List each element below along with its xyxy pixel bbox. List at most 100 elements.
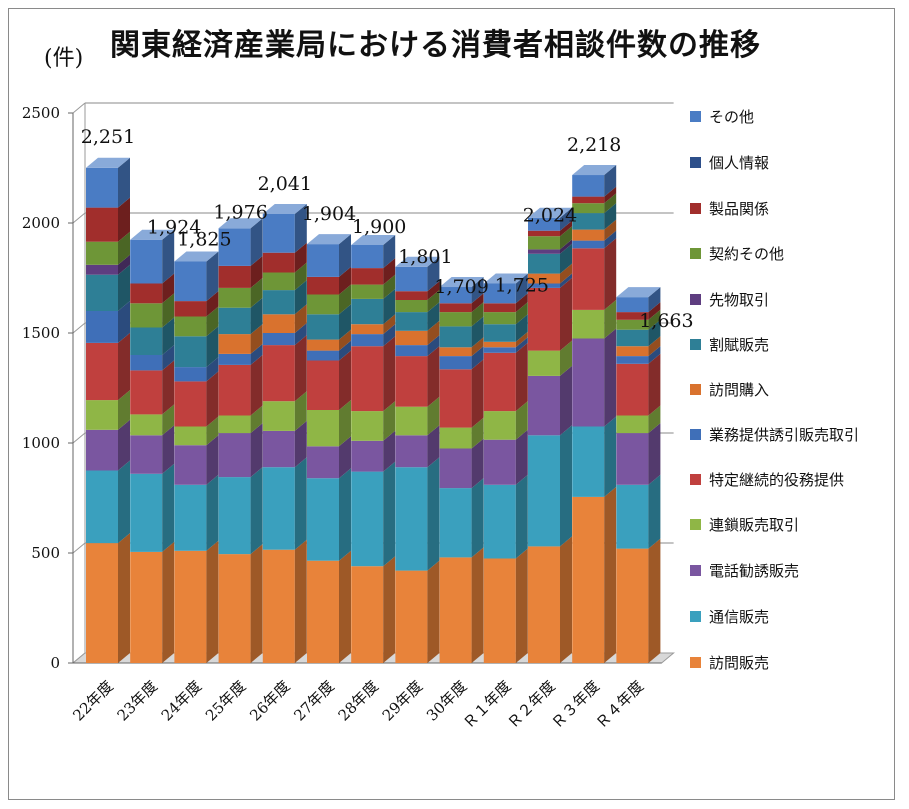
bar-segment-side	[471, 417, 484, 449]
bar-segment-side	[294, 335, 307, 402]
bar-segment	[483, 312, 516, 325]
bar-segment	[528, 230, 560, 237]
bar-segment	[174, 261, 207, 302]
legend-label: その他	[709, 108, 755, 126]
bar-top	[572, 165, 617, 176]
category-label: 24年度	[158, 677, 205, 724]
bar-segment-side	[206, 326, 219, 368]
bar-segment	[528, 287, 560, 351]
bar-segment-side	[250, 218, 263, 266]
bar-top	[483, 273, 528, 284]
bar-segment-side	[648, 538, 661, 663]
y-tick-label: 500	[31, 544, 60, 562]
legend-label: 訪問販売	[709, 654, 770, 672]
bar-segment	[395, 406, 428, 436]
bar-segment	[616, 329, 649, 347]
bar-segment-side	[294, 391, 307, 431]
bar-segment-side	[339, 468, 351, 561]
gridline-depth	[72, 542, 86, 554]
bar-segment	[395, 330, 428, 346]
bar-top	[86, 157, 130, 168]
bar-segment-side	[206, 371, 219, 427]
bar-segment	[572, 196, 605, 204]
bar-segment-side	[648, 346, 661, 364]
total-label: 1,976	[213, 201, 267, 223]
bar-segment-side	[294, 457, 307, 550]
bar-segment	[351, 298, 384, 325]
bar-stack	[130, 229, 175, 663]
bar-top	[307, 234, 351, 245]
bar-segment-side	[560, 220, 572, 237]
bar-segment-side	[339, 436, 351, 479]
legend-label: 割賦販売	[709, 336, 770, 354]
bar-segment-side	[339, 340, 351, 361]
bar-segment-side	[560, 340, 572, 376]
bar-segment	[483, 341, 516, 348]
bar-segment-side	[515, 302, 528, 325]
bar-segment-side	[250, 255, 263, 288]
bar-stack	[307, 234, 351, 663]
bar-segment-side	[604, 165, 617, 197]
y-tick-label: 0	[50, 654, 60, 672]
bar-segment	[262, 314, 295, 333]
bar-segment-side	[383, 274, 396, 299]
bar-segment-side	[471, 547, 484, 663]
bar-segment-side	[294, 323, 307, 346]
bar-segment	[483, 347, 516, 353]
bar-segment	[262, 401, 295, 431]
bar-segment	[395, 291, 428, 300]
y-tick-label: 1500	[22, 324, 60, 342]
bar-segment	[174, 301, 207, 317]
bar-top	[218, 218, 263, 229]
bar-segment-side	[604, 203, 617, 230]
bar-segment	[439, 326, 472, 348]
bar-top	[616, 287, 661, 298]
bar-segment	[616, 484, 649, 549]
bar-segment	[395, 300, 428, 313]
bar-segment	[395, 435, 428, 468]
bar-segment-side	[604, 486, 617, 663]
bar-segment	[174, 336, 207, 368]
bar-segment	[395, 570, 428, 663]
total-label: 1,900	[352, 216, 406, 238]
bar-segment-side	[206, 357, 219, 382]
bar-segment-side	[206, 291, 219, 317]
bar-segment-side	[118, 533, 130, 663]
bar-segment-side	[383, 336, 396, 412]
bar-segment	[262, 252, 295, 273]
bar-segment-side	[471, 359, 484, 428]
y-tick-label: 2500	[22, 104, 60, 122]
bar-segment	[351, 440, 384, 472]
bar-segment	[439, 448, 472, 489]
bar-segment	[528, 253, 560, 274]
bar-segment	[616, 312, 649, 320]
bar-segment-side	[294, 203, 307, 253]
bar-segment-side	[206, 540, 219, 663]
gridline-depth	[72, 322, 86, 334]
bar-segment-side	[383, 324, 396, 347]
bar-segment	[86, 543, 118, 663]
legend-item: 通信販売	[690, 606, 889, 628]
bar-segment-side	[118, 254, 130, 275]
bar-segment	[572, 240, 605, 249]
bar-segment	[351, 411, 384, 441]
bar-segment-side	[162, 229, 175, 284]
bar-top	[439, 277, 484, 288]
legend-item: 特定継続的役務提供	[690, 469, 889, 491]
bar-segment	[130, 327, 163, 355]
bar-segment	[307, 276, 339, 295]
bar-segment	[483, 352, 516, 412]
bar-segment-side	[427, 396, 440, 436]
bar-segment-side	[604, 238, 617, 310]
bar-segment	[528, 546, 560, 663]
bar-segment	[218, 554, 251, 663]
bar-segment	[262, 345, 295, 402]
gridline-depth	[72, 432, 86, 444]
bar-segment	[572, 213, 605, 230]
bar-segment	[86, 274, 118, 311]
bar-segment-side	[118, 264, 130, 311]
bar-top	[130, 229, 175, 240]
bar-segment-side	[560, 277, 572, 351]
bar-segment	[86, 167, 118, 208]
bar-segment-side	[294, 304, 307, 333]
